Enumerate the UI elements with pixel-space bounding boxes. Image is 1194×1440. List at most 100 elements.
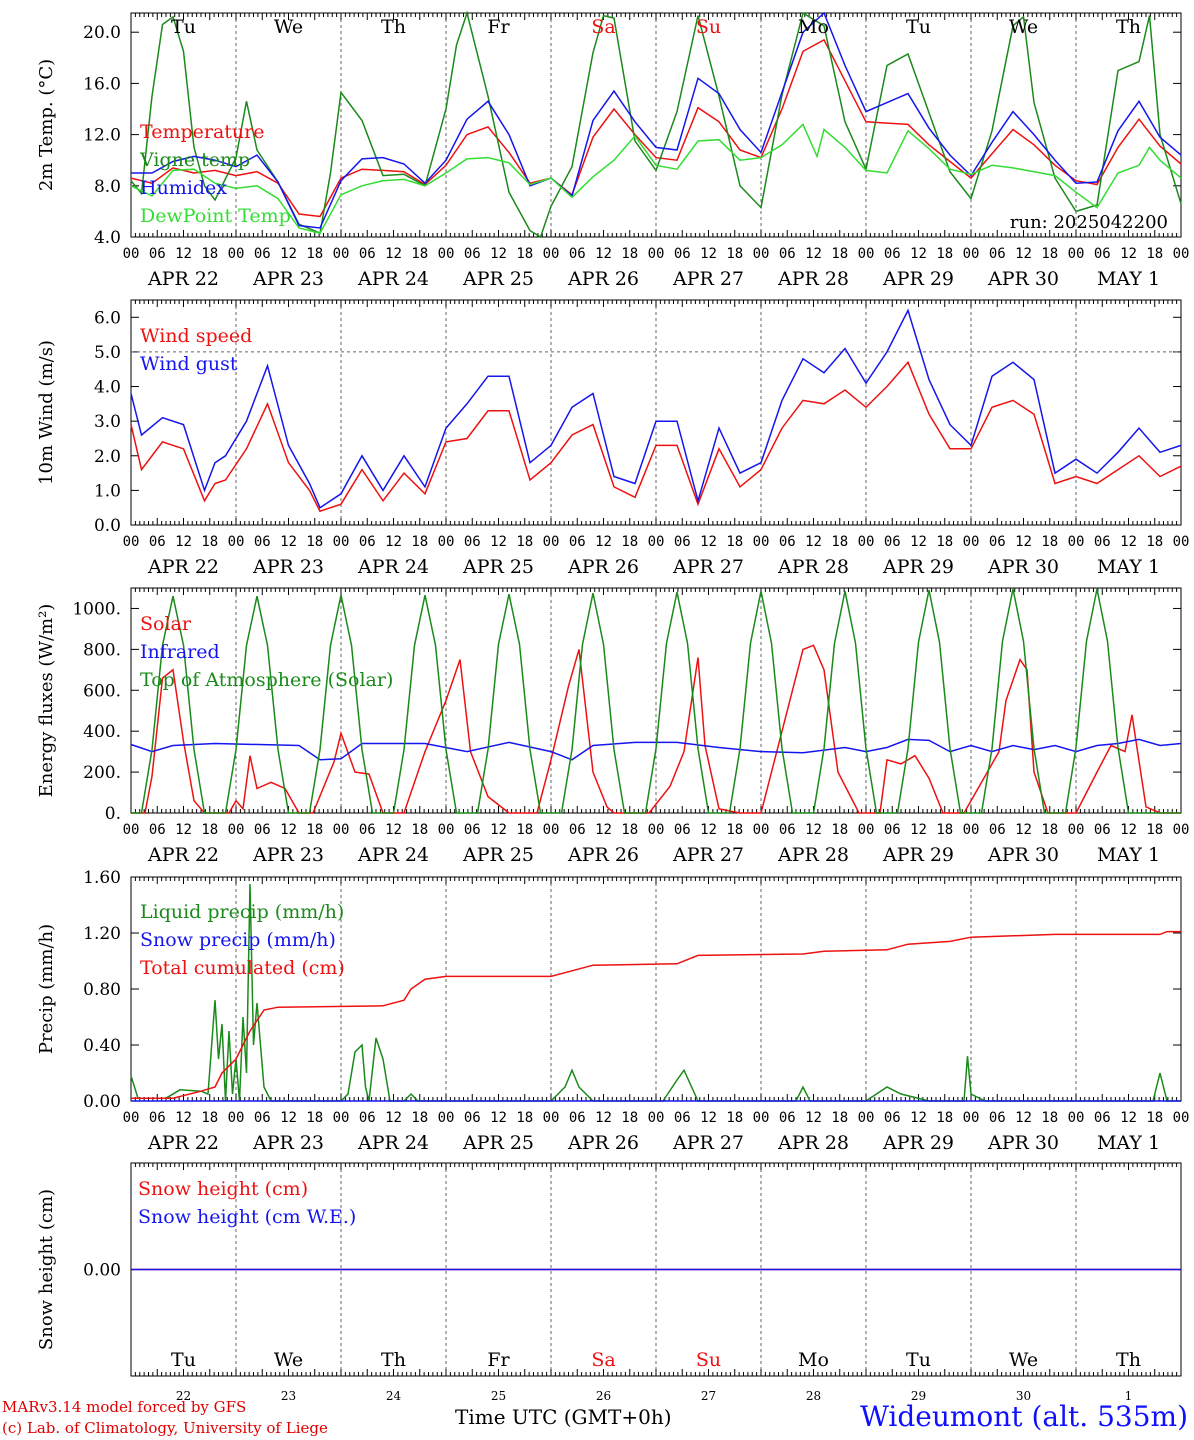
date-label: APR 24 bbox=[357, 268, 429, 290]
y-tick-label: 1000. bbox=[72, 599, 121, 619]
legend-entry: Wind speed bbox=[140, 325, 252, 347]
hour-tick-label: 00 bbox=[963, 822, 980, 838]
hour-tick-label: 18 bbox=[936, 1110, 953, 1126]
panel-4 bbox=[130, 876, 1182, 1102]
date-label: APR 22 bbox=[147, 556, 219, 578]
hour-tick-label: 18 bbox=[726, 246, 743, 262]
hour-tick-label: 06 bbox=[254, 822, 271, 838]
hour-tick-label: 18 bbox=[411, 246, 428, 262]
hour-tick-label: 12 bbox=[175, 1110, 192, 1126]
day-number: 27 bbox=[701, 1389, 716, 1403]
panel-3 bbox=[130, 587, 1182, 814]
weekday-label: Th bbox=[381, 1349, 406, 1371]
hour-tick-label: 18 bbox=[306, 1110, 323, 1126]
hour-tick-label: 00 bbox=[228, 246, 245, 262]
hour-tick-label: 12 bbox=[490, 246, 507, 262]
y-tick-label: 1.20 bbox=[83, 924, 121, 944]
hour-tick-label: 00 bbox=[1173, 1110, 1190, 1126]
hour-tick-label: 18 bbox=[936, 246, 953, 262]
y-axis-label: Snow height (cm) bbox=[36, 1189, 57, 1350]
date-label: APR 27 bbox=[672, 556, 744, 578]
y-tick-label: 1.60 bbox=[83, 868, 121, 888]
panel-5 bbox=[130, 1162, 1182, 1377]
hour-tick-label: 18 bbox=[831, 822, 848, 838]
station-name: Wideumont (alt. 535m) bbox=[860, 1400, 1188, 1433]
hour-tick-label: 00 bbox=[333, 822, 350, 838]
y-tick-label: 4.0 bbox=[94, 228, 121, 248]
hour-tick-label: 18 bbox=[936, 822, 953, 838]
hour-tick-label: 00 bbox=[1173, 246, 1190, 262]
hour-tick-label: 12 bbox=[490, 1110, 507, 1126]
hour-tick-label: 12 bbox=[280, 822, 297, 838]
date-label: APR 23 bbox=[252, 1132, 324, 1154]
hour-tick-label: 12 bbox=[805, 534, 822, 550]
hour-tick-label: 00 bbox=[963, 246, 980, 262]
hour-tick-label: 00 bbox=[543, 534, 560, 550]
plot-frame bbox=[130, 299, 1182, 526]
hour-tick-label: 06 bbox=[674, 1110, 691, 1126]
date-label: APR 30 bbox=[987, 844, 1059, 866]
hour-tick-label: 06 bbox=[779, 534, 796, 550]
series-line-top-of-atmosphere-solar- bbox=[131, 588, 1181, 814]
date-label: APR 28 bbox=[777, 556, 849, 578]
date-label: APR 23 bbox=[252, 268, 324, 290]
series-line-wind-speed bbox=[130, 360, 1182, 513]
hour-tick-label: 00 bbox=[858, 534, 875, 550]
hour-tick-label: 12 bbox=[385, 822, 402, 838]
hour-tick-label: 18 bbox=[306, 534, 323, 550]
date-label: APR 22 bbox=[147, 1132, 219, 1154]
weekday-label: Tu bbox=[171, 16, 196, 38]
hour-tick-label: 12 bbox=[1015, 822, 1032, 838]
hour-tick-label: 00 bbox=[123, 822, 140, 838]
hour-tick-label: 12 bbox=[700, 534, 717, 550]
date-label: APR 28 bbox=[777, 1132, 849, 1154]
hour-tick-label: 06 bbox=[884, 1110, 901, 1126]
y-tick-label: 800. bbox=[83, 640, 121, 660]
hour-tick-label: 06 bbox=[149, 822, 166, 838]
hour-tick-label: 06 bbox=[254, 246, 271, 262]
hour-tick-label: 12 bbox=[175, 246, 192, 262]
hour-tick-label: 06 bbox=[779, 246, 796, 262]
hour-tick-label: 18 bbox=[411, 1110, 428, 1126]
day-number: 30 bbox=[1016, 1389, 1031, 1403]
hour-tick-label: 00 bbox=[648, 1110, 665, 1126]
hour-tick-label: 00 bbox=[753, 1110, 770, 1126]
date-label: APR 25 bbox=[462, 268, 534, 290]
hour-tick-label: 18 bbox=[621, 246, 638, 262]
date-label: APR 30 bbox=[987, 556, 1059, 578]
hour-tick-label: 18 bbox=[201, 534, 218, 550]
series-line-liquid-precip-mm-h- bbox=[130, 883, 1181, 1102]
hour-tick-label: 12 bbox=[1015, 534, 1032, 550]
hour-tick-label: 12 bbox=[805, 246, 822, 262]
legend-entry: DewPoint Temp bbox=[140, 205, 291, 227]
hour-tick-label: 06 bbox=[674, 246, 691, 262]
hour-tick-label: 18 bbox=[516, 246, 533, 262]
hour-tick-label: 00 bbox=[1068, 534, 1085, 550]
date-label: APR 27 bbox=[672, 844, 744, 866]
y-axis-label: 10m Wind (m/s) bbox=[36, 340, 57, 485]
date-label: APR 23 bbox=[252, 556, 324, 578]
hour-tick-label: 00 bbox=[1173, 534, 1190, 550]
hour-tick-label: 00 bbox=[753, 534, 770, 550]
hour-tick-label: 00 bbox=[648, 534, 665, 550]
hour-tick-label: 18 bbox=[1146, 534, 1163, 550]
hour-tick-label: 12 bbox=[595, 534, 612, 550]
panel-1 bbox=[130, 10, 1182, 239]
hour-tick-label: 06 bbox=[464, 246, 481, 262]
hour-tick-label: 12 bbox=[175, 822, 192, 838]
hour-tick-label: 00 bbox=[858, 822, 875, 838]
hour-tick-label: 12 bbox=[700, 1110, 717, 1126]
date-label: APR 22 bbox=[147, 844, 219, 866]
date-label: APR 24 bbox=[357, 1132, 429, 1154]
hour-tick-label: 18 bbox=[516, 534, 533, 550]
hour-tick-label: 06 bbox=[674, 534, 691, 550]
weekday-label: Th bbox=[1116, 16, 1141, 38]
hour-tick-label: 18 bbox=[306, 822, 323, 838]
weekday-label: Sa bbox=[591, 1349, 615, 1371]
hour-tick-label: 18 bbox=[621, 822, 638, 838]
hour-tick-label: 18 bbox=[201, 1110, 218, 1126]
hour-tick-label: 18 bbox=[1041, 246, 1058, 262]
legend-entry: Humidex bbox=[140, 177, 227, 199]
hour-tick-label: 06 bbox=[989, 534, 1006, 550]
